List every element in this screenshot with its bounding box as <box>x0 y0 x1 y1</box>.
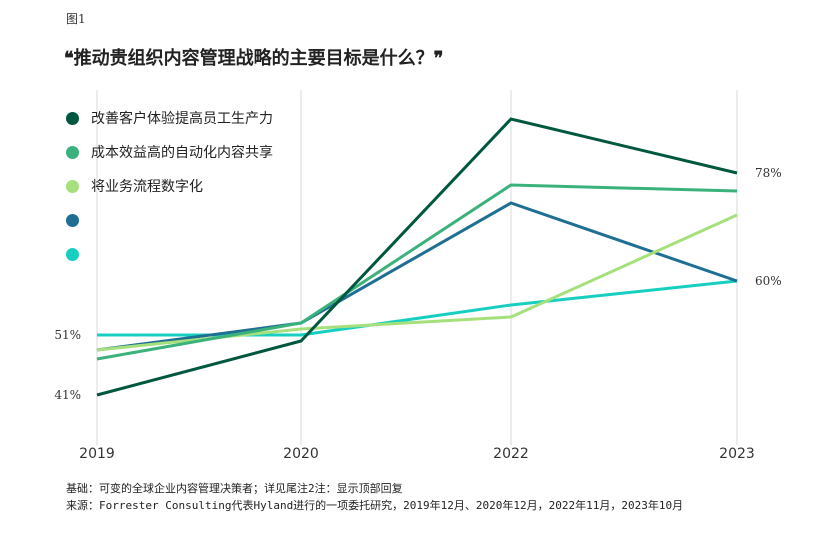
legend-marker <box>66 145 79 159</box>
x-axis-ticks: 2019 2020 2022 2023 <box>79 446 755 462</box>
x-tick-label: 2019 <box>79 446 115 462</box>
data-label: 60% <box>755 274 782 288</box>
series-line <box>97 279 738 337</box>
x-tick-label: 2020 <box>283 446 319 462</box>
series-line <box>96 183 738 361</box>
x-tick-label: 2022 <box>493 446 529 462</box>
footer-notes: 基础：可变的全球企业内容管理决策者；详见尾注2注：显示顶部回复 来源：Forre… <box>66 480 746 514</box>
data-label: 41% <box>54 388 81 402</box>
legend-item <box>66 237 273 271</box>
legend-label: 成本效益高的自动化内容共享 <box>91 145 273 161</box>
series-lines <box>96 117 738 397</box>
data-label: 78% <box>755 166 782 180</box>
legend-item <box>66 203 273 237</box>
legend-item: 将业务流程数字化 <box>66 169 273 203</box>
legend: 改善客户体验提高员工生产力 成本效益高的自动化内容共享 将业务流程数字化 <box>66 101 273 271</box>
legend-marker <box>66 179 79 193</box>
legend-item: 成本效益高的自动化内容共享 <box>66 135 273 169</box>
series-line <box>96 117 738 397</box>
data-label: 51% <box>54 328 81 342</box>
legend-marker <box>66 111 79 125</box>
gridlines <box>96 90 738 445</box>
legend-marker <box>66 247 79 261</box>
figure-label: 图1 <box>66 12 86 26</box>
series-line <box>96 201 738 352</box>
legend-item: 改善客户体验提高员工生产力 <box>66 101 273 135</box>
footer-source-note: 来源：Forrester Consulting代表Hyland进行的一项委托研究… <box>66 499 684 512</box>
legend-marker <box>66 213 79 227</box>
x-tick-label: 2023 <box>719 446 755 462</box>
footer-base-note: 基础：可变的全球企业内容管理决策者；详见尾注2注：显示顶部回复 <box>66 482 403 495</box>
legend-label: 将业务流程数字化 <box>91 179 203 195</box>
data-annotations: 51% 41% 78% 60% <box>54 166 781 402</box>
chart-title: ❝推动贵组织内容管理战略的主要目标是什么？❞ <box>64 48 444 69</box>
legend-label: 改善客户体验提高员工生产力 <box>91 111 273 127</box>
